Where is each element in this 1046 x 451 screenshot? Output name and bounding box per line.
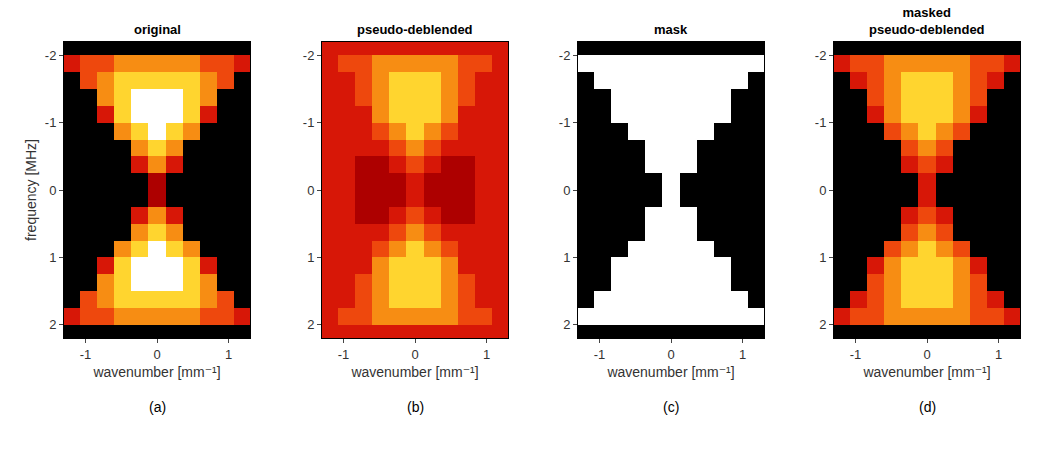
svg-text:(c): (c) <box>663 399 679 415</box>
svg-text:frequency [MHz]: frequency [MHz] <box>23 139 39 241</box>
svg-text:pseudo-deblended: pseudo-deblended <box>357 22 473 37</box>
svg-text:1: 1 <box>225 347 232 362</box>
svg-text:1: 1 <box>563 250 570 265</box>
svg-text:-1: -1 <box>45 115 57 130</box>
svg-text:0: 0 <box>923 347 930 362</box>
svg-text:1: 1 <box>49 250 56 265</box>
svg-text:-2: -2 <box>559 48 571 63</box>
svg-text:(d): (d) <box>919 399 936 415</box>
svg-text:-1: -1 <box>594 347 606 362</box>
svg-text:-2: -2 <box>815 48 827 63</box>
svg-text:wavenumber [mm⁻¹]: wavenumber [mm⁻¹] <box>350 364 478 380</box>
svg-text:-2: -2 <box>303 48 315 63</box>
svg-text:1: 1 <box>483 347 490 362</box>
svg-text:0: 0 <box>667 347 674 362</box>
svg-text:0: 0 <box>307 183 314 198</box>
svg-text:0: 0 <box>411 347 418 362</box>
svg-text:-1: -1 <box>303 115 315 130</box>
svg-text:0: 0 <box>49 183 56 198</box>
svg-text:-1: -1 <box>850 347 862 362</box>
svg-text:2: 2 <box>307 317 314 332</box>
svg-text:wavenumber [mm⁻¹]: wavenumber [mm⁻¹] <box>862 364 990 380</box>
svg-text:mask: mask <box>654 22 688 37</box>
svg-text:-1: -1 <box>815 115 827 130</box>
svg-text:0: 0 <box>819 183 826 198</box>
svg-text:0: 0 <box>563 183 570 198</box>
svg-text:2: 2 <box>563 317 570 332</box>
svg-text:1: 1 <box>819 250 826 265</box>
svg-text:-2: -2 <box>45 48 57 63</box>
svg-text:maskedpseudo-deblended: maskedpseudo-deblended <box>869 5 985 37</box>
svg-text:-1: -1 <box>559 115 571 130</box>
svg-text:-1: -1 <box>338 347 350 362</box>
svg-text:1: 1 <box>307 250 314 265</box>
svg-text:(a): (a) <box>149 399 166 415</box>
svg-text:1: 1 <box>995 347 1002 362</box>
svg-text:0: 0 <box>153 347 160 362</box>
svg-text:(b): (b) <box>407 399 424 415</box>
svg-text:2: 2 <box>49 317 56 332</box>
svg-text:original: original <box>134 22 181 37</box>
svg-text:2: 2 <box>819 317 826 332</box>
svg-text:wavenumber [mm⁻¹]: wavenumber [mm⁻¹] <box>92 364 220 380</box>
svg-text:-1: -1 <box>80 347 92 362</box>
svg-text:wavenumber [mm⁻¹]: wavenumber [mm⁻¹] <box>606 364 734 380</box>
svg-text:1: 1 <box>739 347 746 362</box>
